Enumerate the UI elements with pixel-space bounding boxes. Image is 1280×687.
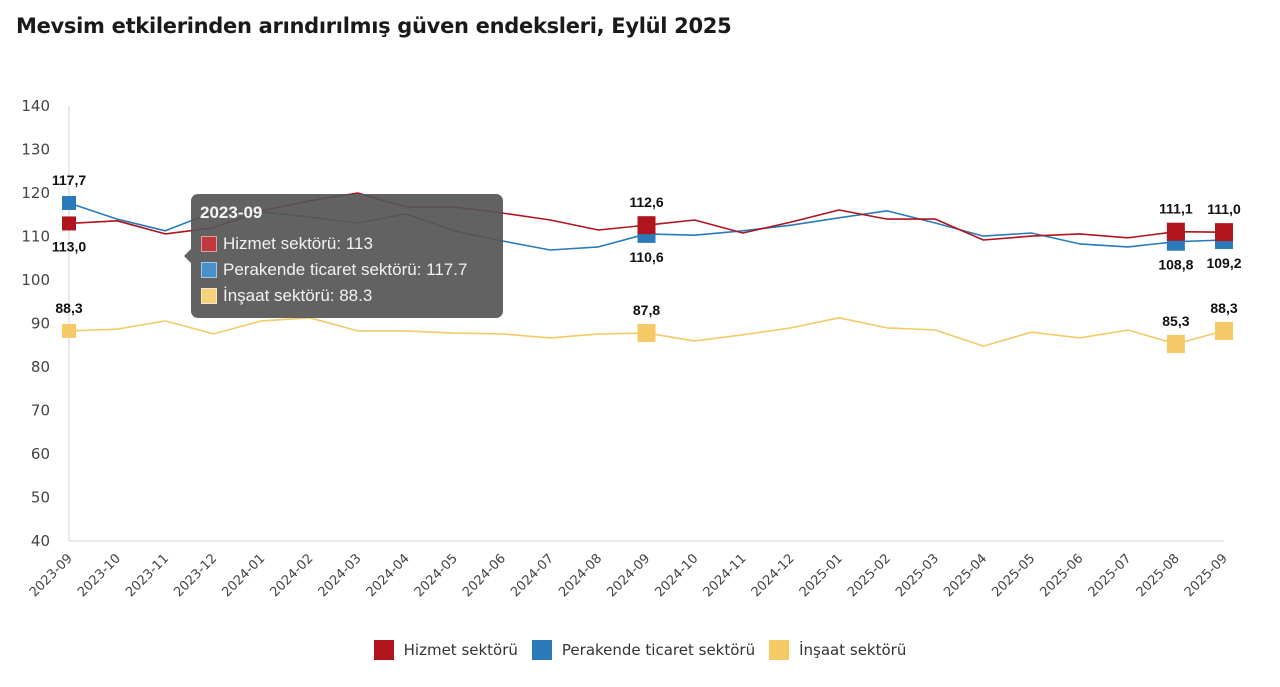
tooltip-row-hizmet: Hizmet sektörü: 113 — [201, 234, 373, 254]
x-tick-label: 2025-05 — [989, 551, 1038, 600]
legend-label: Perakende ticaret sektörü — [561, 641, 756, 659]
y-tick-label: 50 — [31, 489, 50, 507]
y-tick-label: 140 — [21, 97, 50, 115]
x-tick-label: 2024-02 — [267, 551, 316, 600]
x-tick-label: 2024-09 — [604, 551, 653, 600]
legend-label: Hizmet sektörü — [403, 641, 518, 659]
data-label: 111,0 — [1207, 201, 1241, 217]
x-tick-label: 2024-11 — [701, 551, 750, 600]
y-tick-label: 130 — [21, 141, 50, 159]
x-tick-label: 2023-10 — [75, 551, 124, 600]
tooltip-row-text: İnşaat sektörü: 88.3 — [223, 286, 373, 305]
x-tick-label: 2024-03 — [316, 551, 365, 600]
x-tick-label: 2025-09 — [1182, 551, 1231, 600]
y-tick-label: 40 — [31, 532, 50, 550]
data-point-marker — [62, 323, 76, 338]
x-tick-label: 2024-04 — [364, 551, 413, 600]
x-tick-label: 2025-08 — [1134, 551, 1183, 600]
tooltip-row-text: Perakende ticaret sektörü: 117.7 — [223, 260, 468, 279]
data-point-marker — [1166, 222, 1185, 241]
y-tick-label: 80 — [31, 358, 50, 376]
data-label: 88,3 — [1210, 300, 1237, 316]
tooltip-swatch-perakende — [201, 262, 217, 278]
data-labels: 113,0 112,6 111,1 111,0 117,7 110,6 108,8 109,2… — [52, 172, 1242, 329]
data-label: 112,6 — [629, 194, 663, 210]
legend-swatch-hizmet — [373, 640, 394, 660]
x-tick-label: 2025-02 — [845, 551, 894, 600]
y-tick-label: 90 — [31, 315, 50, 333]
data-point-marker — [1215, 321, 1233, 340]
x-tick-label: 2024-05 — [412, 551, 461, 600]
x-tick-label: 2024-07 — [508, 551, 557, 600]
tooltip-swatch-insaat — [201, 288, 217, 304]
data-point-marker — [1166, 334, 1185, 353]
data-point-marker — [62, 196, 76, 211]
chart-title: Mevsim etkilerinden arındırılmış güven e… — [16, 14, 732, 38]
tooltip: 2023-09 Hizmet sektörü: 113 Perakende ti… — [184, 194, 503, 318]
y-tick-label: 110 — [21, 228, 50, 246]
data-label: 88,3 — [55, 300, 82, 316]
x-tick-label: 2025-06 — [1037, 551, 1086, 600]
x-tick-label: 2025-01 — [797, 551, 846, 600]
legend-item-perakende[interactable]: Perakende ticaret sektörü — [531, 640, 756, 660]
y-tick-label: 70 — [31, 402, 50, 420]
x-tick-label: 2023-12 — [171, 551, 220, 600]
x-tick-label: 2024-06 — [460, 551, 509, 600]
x-tick-label: 2023-11 — [123, 551, 172, 600]
x-tick-label: 2024-01 — [219, 551, 268, 600]
y-tick-label: 100 — [21, 271, 50, 289]
tooltip-title: 2023-09 — [200, 203, 263, 222]
legend-swatch-perakende — [531, 640, 552, 660]
tooltip-row-text: Hizmet sektörü: 113 — [223, 234, 373, 253]
data-label: 85,3 — [1162, 313, 1189, 329]
legend-item-hizmet[interactable]: Hizmet sektörü — [373, 640, 518, 660]
data-point-marker — [637, 324, 656, 343]
x-tick-label: 2025-04 — [941, 551, 990, 600]
data-point-marker — [1215, 223, 1233, 242]
tooltip-row-perakende: Perakende ticaret sektörü: 117.7 — [201, 260, 467, 280]
x-tick-label: 2024-10 — [652, 551, 701, 600]
data-point-marker — [637, 216, 656, 235]
data-label: 108,8 — [1158, 257, 1193, 273]
data-label: 113,0 — [52, 238, 86, 254]
x-tick-label: 2023-09 — [27, 551, 76, 600]
data-label: 111,1 — [1159, 201, 1193, 217]
series-markers — [62, 196, 1233, 353]
tooltip-swatch-hizmet — [201, 236, 217, 252]
y-tick-label: 120 — [21, 184, 50, 202]
data-label: 117,7 — [52, 172, 86, 188]
x-tick-label: 2024-08 — [556, 551, 605, 600]
x-tick-label: 2025-07 — [1086, 551, 1135, 600]
y-tick-label: 60 — [31, 445, 50, 463]
data-label: 109,2 — [1206, 255, 1241, 271]
data-label: 110,6 — [629, 249, 663, 265]
data-point-marker — [62, 216, 76, 231]
data-label: 87,8 — [633, 302, 660, 318]
legend: Hizmet sektörü Perakende ticaret sektörü… — [0, 640, 1280, 660]
legend-swatch-insaat — [769, 640, 790, 660]
x-tick-label: 2024-12 — [749, 551, 798, 600]
legend-item-insaat[interactable]: İnşaat sektörü — [769, 640, 906, 660]
tooltip-row-insaat: İnşaat sektörü: 88.3 — [201, 286, 372, 306]
legend-label: İnşaat sektörü — [799, 641, 907, 659]
x-tick-label: 2025-03 — [893, 551, 942, 600]
